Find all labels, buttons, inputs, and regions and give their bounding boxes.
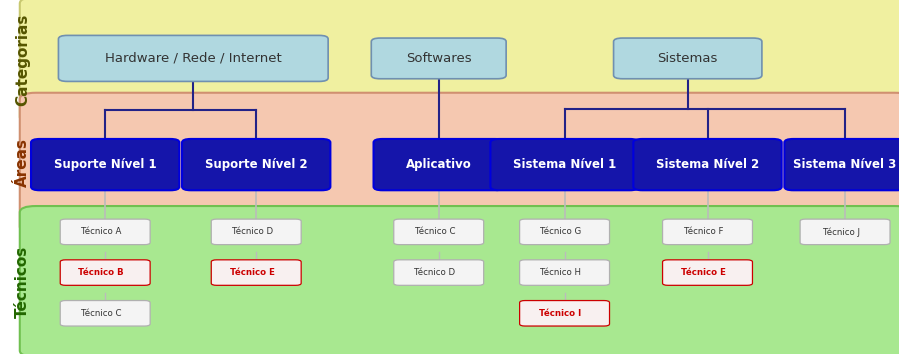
FancyBboxPatch shape (394, 219, 484, 245)
Text: Suporte Nível 2: Suporte Nível 2 (205, 158, 307, 171)
FancyBboxPatch shape (520, 260, 610, 285)
Text: Técnico I: Técnico I (539, 309, 582, 318)
Text: Categorias: Categorias (15, 14, 30, 106)
Text: Áreas: Áreas (15, 138, 30, 187)
Text: Técnico D: Técnico D (414, 268, 455, 277)
FancyBboxPatch shape (211, 260, 301, 285)
FancyBboxPatch shape (394, 260, 484, 285)
Text: Softwares: Softwares (406, 52, 471, 65)
FancyBboxPatch shape (58, 35, 328, 81)
FancyBboxPatch shape (663, 219, 752, 245)
FancyBboxPatch shape (60, 260, 150, 285)
Text: Técnico G: Técnico G (540, 227, 582, 236)
Text: Técnicos: Técnicos (15, 245, 30, 318)
FancyBboxPatch shape (31, 139, 179, 190)
Text: Técnico A: Técnico A (81, 227, 121, 236)
Text: Sistema Nível 1: Sistema Nível 1 (513, 158, 616, 171)
Text: Técnico D: Técnico D (232, 227, 272, 236)
Text: Técnico H: Técnico H (540, 268, 581, 277)
FancyBboxPatch shape (520, 219, 610, 245)
Text: Sistema Nível 2: Sistema Nível 2 (656, 158, 759, 171)
Text: Suporte Nível 1: Suporte Nível 1 (54, 158, 156, 171)
Text: Técnico J: Técnico J (823, 227, 859, 236)
FancyBboxPatch shape (663, 260, 752, 285)
Text: Sistemas: Sistemas (657, 52, 718, 65)
FancyBboxPatch shape (60, 301, 150, 326)
FancyBboxPatch shape (613, 38, 761, 79)
Text: Hardware / Rede / Internet: Hardware / Rede / Internet (105, 52, 281, 65)
FancyBboxPatch shape (491, 139, 638, 190)
FancyBboxPatch shape (211, 219, 301, 245)
FancyBboxPatch shape (20, 206, 899, 354)
FancyBboxPatch shape (374, 139, 503, 190)
FancyBboxPatch shape (20, 93, 899, 233)
FancyBboxPatch shape (784, 139, 899, 190)
Text: Técnico E: Técnico E (681, 268, 726, 277)
FancyBboxPatch shape (182, 139, 330, 190)
Text: Sistema Nível 3: Sistema Nível 3 (794, 158, 896, 171)
Text: Técnico C: Técnico C (81, 309, 121, 318)
FancyBboxPatch shape (520, 301, 610, 326)
Text: Técnico B: Técnico B (78, 268, 124, 277)
Text: Técnico F: Técnico F (684, 227, 724, 236)
FancyBboxPatch shape (60, 219, 150, 245)
Text: Técnico E: Técnico E (230, 268, 275, 277)
FancyBboxPatch shape (20, 0, 899, 123)
FancyBboxPatch shape (633, 139, 781, 190)
FancyBboxPatch shape (800, 219, 890, 245)
Text: Aplicativo: Aplicativo (405, 158, 472, 171)
FancyBboxPatch shape (371, 38, 506, 79)
Text: Técnico C: Técnico C (414, 227, 455, 236)
